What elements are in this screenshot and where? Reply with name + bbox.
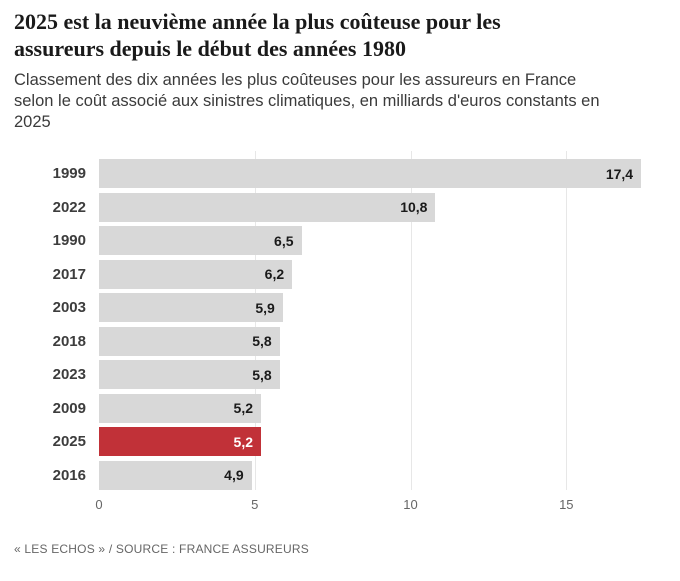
value-label: 5,2 (233, 433, 253, 450)
value-label: 6,2 (264, 266, 285, 283)
year-label: 2003 (52, 299, 86, 317)
bar-track: 5,8 (99, 360, 666, 390)
bar-2016: 4,9 (99, 460, 252, 490)
bar-row: 1999 17,4 (14, 157, 666, 191)
gridline (410, 151, 412, 490)
bar-row: 2018 5,8 (14, 325, 666, 359)
year-label: 1999 (52, 165, 86, 183)
year-label: 1990 (52, 232, 86, 250)
year-label: 2009 (52, 399, 86, 417)
value-label: 5,9 (255, 299, 275, 316)
bar-row: 2023 5,8 (14, 358, 666, 392)
value-label: 5,8 (252, 333, 272, 350)
bar-track: 6,5 (99, 226, 666, 256)
bar-row: 2016 4,9 (14, 459, 666, 493)
gridline (566, 151, 568, 490)
x-axis-tick: 10 (403, 497, 418, 512)
bar-track: 5,2 (99, 393, 666, 423)
bar-2017: 6,2 (99, 259, 293, 289)
bar-1999: 17,4 (99, 159, 642, 189)
bar-track: 5,2 (99, 427, 666, 457)
bar-row: 2025 5,2 (14, 425, 666, 459)
value-label: 10,8 (400, 199, 428, 216)
bar-2003: 5,9 (99, 293, 283, 323)
bar-track: 6,2 (99, 259, 666, 289)
x-axis-tick: 15 (559, 497, 574, 512)
bar-2009: 5,2 (99, 393, 261, 423)
x-axis: 0 5 10 15 (95, 497, 666, 515)
bar-track: 17,4 (99, 159, 666, 189)
x-axis-tick: 0 (95, 497, 103, 512)
bar-2022: 10,8 (99, 192, 436, 222)
bar-row: 1990 6,5 (14, 224, 666, 258)
year-label: 2016 (52, 466, 86, 484)
x-axis-tick: 5 (251, 497, 259, 512)
chart-title: 2025 est la neuvième année la plus coûte… (14, 9, 501, 61)
bar-highlighted-2025: 5,2 (99, 427, 261, 457)
chart-subtitle: Classement des dix années les plus coûte… (14, 71, 600, 131)
bar-track: 10,8 (99, 192, 666, 222)
bar-row: 2003 5,9 (14, 291, 666, 325)
year-label: 2018 (52, 332, 86, 350)
bar-row: 2017 6,2 (14, 258, 666, 292)
bar-track: 5,8 (99, 326, 666, 356)
value-label: 17,4 (605, 165, 634, 182)
value-label: 5,2 (233, 400, 253, 417)
bar-row: 2009 5,2 (14, 392, 666, 426)
bar-track: 5,9 (99, 293, 666, 323)
plot-area: 1999 17,4 2022 10,8 1990 6,5 2017 6,2 2003 5,9 201… (14, 151, 666, 492)
bar-chart: 1999 17,4 2022 10,8 1990 6,5 2017 6,2 2003 5,9 201… (14, 151, 666, 515)
value-label: 5,8 (252, 366, 272, 383)
year-label: 2017 (52, 265, 86, 283)
year-label: 2025 (52, 433, 86, 451)
bar-track: 4,9 (99, 460, 666, 490)
bar-2023: 5,8 (99, 360, 280, 390)
plot-rows: 1999 17,4 2022 10,8 1990 6,5 2017 6,2 2003 5,9 201… (14, 157, 666, 492)
year-label: 2023 (52, 366, 86, 384)
bar-row: 2022 10,8 (14, 191, 666, 225)
value-label: 6,5 (274, 232, 294, 249)
year-label: 2022 (52, 198, 86, 216)
bar-1990: 6,5 (99, 226, 302, 256)
value-label: 4,9 (224, 467, 244, 484)
bar-2018: 5,8 (99, 326, 280, 356)
source-credit: « LES ECHOS » / SOURCE : FRANCE ASSUREUR… (14, 542, 309, 556)
chart-card: 2025 est la neuvième année la plus coûte… (14, 9, 666, 556)
